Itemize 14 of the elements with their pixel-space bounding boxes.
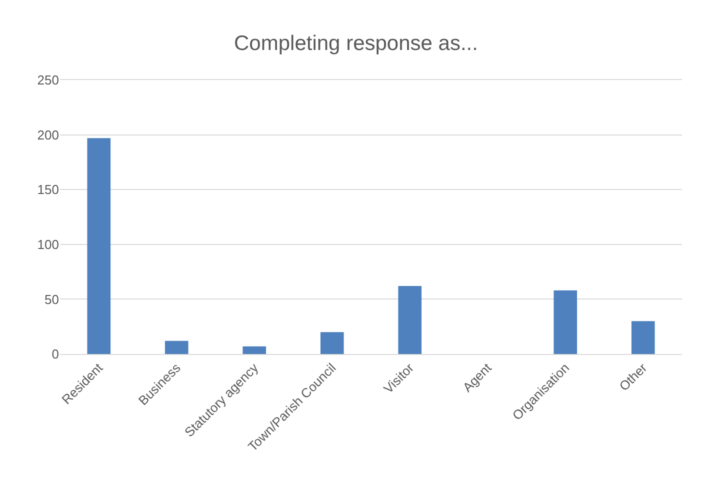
y-tick-label: 100	[37, 236, 59, 252]
bar	[164, 340, 188, 354]
bar	[631, 321, 655, 354]
bar	[242, 346, 266, 354]
y-tick-label: 200	[37, 127, 59, 142]
y-tick-label: 0	[52, 346, 59, 362]
bar	[554, 290, 578, 354]
bar	[398, 286, 422, 354]
chart-title: Completing response as...	[234, 32, 478, 55]
y-tick-label: 250	[37, 72, 59, 88]
bar	[320, 332, 344, 354]
y-tick-label: 50	[44, 292, 59, 307]
bar	[87, 138, 111, 354]
y-tick-label: 150	[37, 182, 59, 198]
